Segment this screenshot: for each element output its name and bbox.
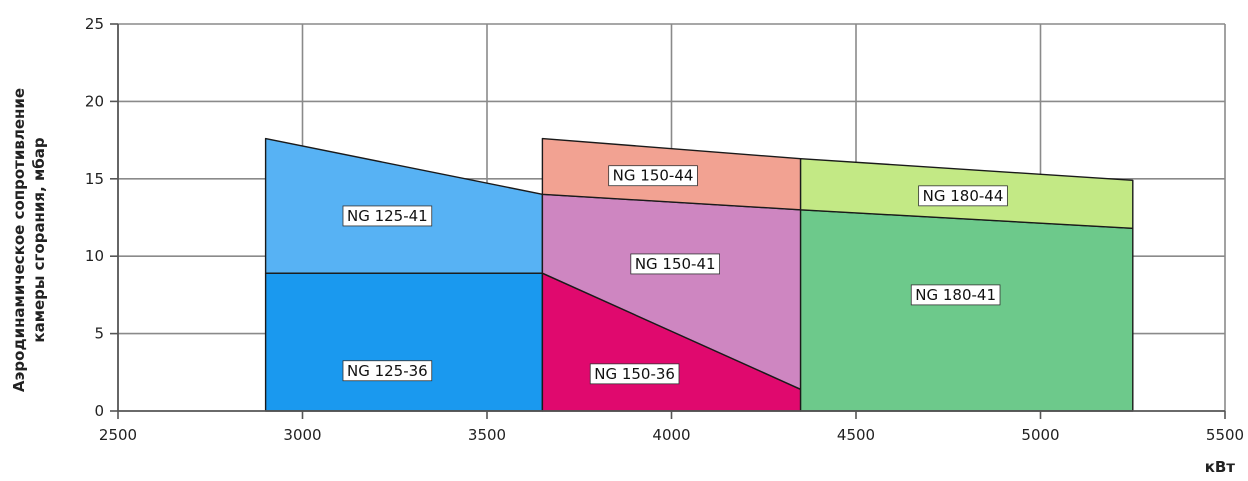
region-label: NG 125-41 (342, 205, 433, 227)
y-tick-label: 5 (94, 325, 104, 343)
x-tick-label: 5500 (1206, 426, 1244, 444)
region-label-box (918, 185, 1008, 207)
y-tick-label: 25 (85, 15, 104, 33)
axes: 2500 3000 3500 4000 4500 5000 5500 0 5 10 15 20 25 (85, 15, 1244, 444)
region-label-text: NG 150-36 (594, 365, 675, 383)
region-label-box (630, 253, 720, 275)
x-tick-label: 3500 (468, 426, 506, 444)
region-label-box (910, 284, 1001, 306)
y-tick-label: 20 (85, 92, 104, 110)
region-label-text: NG 125-36 (347, 362, 428, 380)
region-label-box (608, 165, 698, 187)
region-ng-180-41 (799, 209, 1134, 412)
region-label: NG 180-41 (910, 284, 1001, 306)
region-label: NG 125-36 (342, 360, 433, 382)
region-ng-125-36 (264, 272, 544, 412)
x-tick-label: 4500 (837, 426, 875, 444)
y-axis-title-line1: Аэродинамическое сопротивление (10, 88, 28, 392)
y-tick-label: 15 (85, 170, 104, 188)
region-label-text: NG 180-41 (915, 286, 996, 304)
region-label-text: NG 125-41 (347, 207, 428, 225)
region-label-text: NG 180-44 (923, 187, 1004, 205)
x-axis-unit: кВт (1205, 458, 1236, 476)
region-label-text: NG 150-44 (613, 167, 694, 185)
region-label-text: NG 150-41 (635, 255, 716, 273)
y-tick-label: 10 (85, 247, 104, 265)
region-label: NG 150-36 (589, 363, 680, 385)
x-tick-label: 5000 (1021, 426, 1059, 444)
y-tick-label: 0 (94, 402, 104, 420)
region-label-box (342, 360, 433, 382)
x-tick-label: 3000 (283, 426, 321, 444)
region-label-box (342, 205, 433, 227)
region-labels: NG 125-36 NG 125-41 NG 150-36 NG 150-41 NG 1… (342, 165, 1008, 385)
region-label: NG 180-44 (918, 185, 1008, 207)
region-label: NG 150-41 (630, 253, 720, 275)
y-axis-title-line2: камеры сгорания, мбар (30, 137, 48, 342)
x-tick-label: 2500 (99, 426, 137, 444)
region-label-box (589, 363, 680, 385)
x-tick-label: 4000 (652, 426, 690, 444)
region-label: NG 150-44 (608, 165, 698, 187)
